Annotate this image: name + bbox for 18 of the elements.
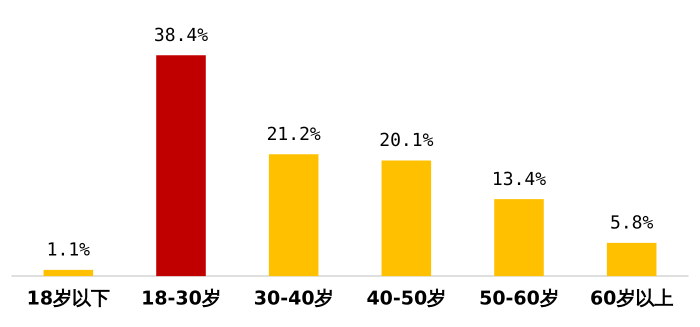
bar bbox=[606, 242, 656, 276]
bar bbox=[44, 270, 94, 276]
data-label: 1.1% bbox=[46, 240, 90, 261]
x-tick-label: 60岁以上 bbox=[590, 288, 674, 310]
bar bbox=[382, 160, 432, 276]
x-tick-label: 40-50岁 bbox=[366, 288, 446, 310]
data-label: 38.4% bbox=[154, 24, 208, 46]
bar bbox=[494, 199, 544, 276]
data-label: 20.1% bbox=[379, 130, 434, 152]
x-tick-label: 50-60岁 bbox=[479, 288, 559, 310]
x-tick-label: 18岁以下 bbox=[26, 288, 110, 310]
data-label: 13.4% bbox=[492, 168, 546, 190]
bar bbox=[268, 154, 318, 276]
x-tick-label: 30-40岁 bbox=[254, 288, 334, 310]
data-label: 21.2% bbox=[266, 124, 321, 145]
x-tick-label: 18-30岁 bbox=[141, 288, 221, 310]
data-label: 5.8% bbox=[610, 212, 654, 234]
bar bbox=[156, 55, 206, 276]
